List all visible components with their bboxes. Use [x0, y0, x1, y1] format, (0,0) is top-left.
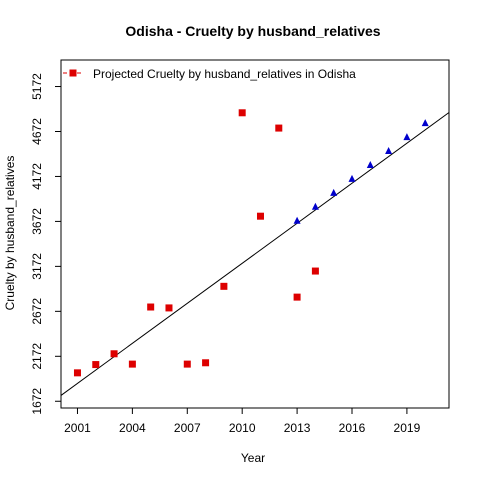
data-point-triangle [293, 216, 301, 224]
data-point-square [73, 369, 81, 377]
data-point-square [220, 282, 228, 290]
data-point-square [147, 303, 155, 311]
y-tick-label: 3172 [30, 253, 44, 280]
data-point-triangle [311, 202, 319, 210]
x-tick-label: 2004 [119, 421, 146, 435]
legend: Projected Cruelty by husband_relatives i… [63, 67, 356, 81]
data-point-square [110, 350, 118, 358]
data-point-square [275, 124, 283, 132]
legend-label: Projected Cruelty by husband_relatives i… [93, 67, 356, 81]
data-point-triangle [385, 147, 393, 155]
data-point-square [238, 109, 246, 117]
data-point-triangle [366, 160, 374, 168]
y-tick-label: 3672 [30, 208, 44, 235]
y-tick-label: 2672 [30, 298, 44, 325]
data-point-square [165, 304, 173, 312]
y-tick-label: 4672 [30, 118, 44, 145]
y-axis: 1672 2172 2672 3172 3672 4172 4672 5172 [30, 73, 62, 415]
trend-line [60, 112, 450, 396]
data-point-triangle [330, 188, 338, 196]
y-tick-label: 2172 [30, 343, 44, 370]
y-tick-label: 1672 [30, 388, 44, 415]
chart-title: Odisha - Cruelty by husband_relatives [125, 23, 380, 39]
data-point-triangle [421, 119, 429, 127]
data-point-square [92, 361, 100, 369]
x-tick-label: 2001 [64, 421, 91, 435]
y-axis-label: Cruelty by husband_relatives [3, 156, 17, 311]
data-point-square [183, 360, 191, 368]
x-tick-label: 2016 [339, 421, 366, 435]
y-tick-label: 4172 [30, 163, 44, 190]
x-tick-label: 2013 [284, 421, 311, 435]
x-axis: 2001 2004 2007 2010 2013 2016 2019 [64, 407, 421, 435]
data-point-square [311, 267, 319, 275]
x-tick-label: 2007 [174, 421, 201, 435]
data-point-square [256, 212, 264, 220]
x-axis-label: Year [241, 451, 265, 465]
data-point-square [293, 293, 301, 301]
data-point-triangle [403, 133, 411, 141]
data-point-square [128, 360, 136, 368]
data-point-triangle [348, 174, 356, 182]
y-tick-label: 5172 [30, 73, 44, 100]
legend-marker [69, 69, 77, 77]
x-tick-label: 2019 [394, 421, 421, 435]
plot-area [60, 109, 450, 396]
data-point-square [202, 359, 210, 367]
x-tick-label: 2010 [229, 421, 256, 435]
